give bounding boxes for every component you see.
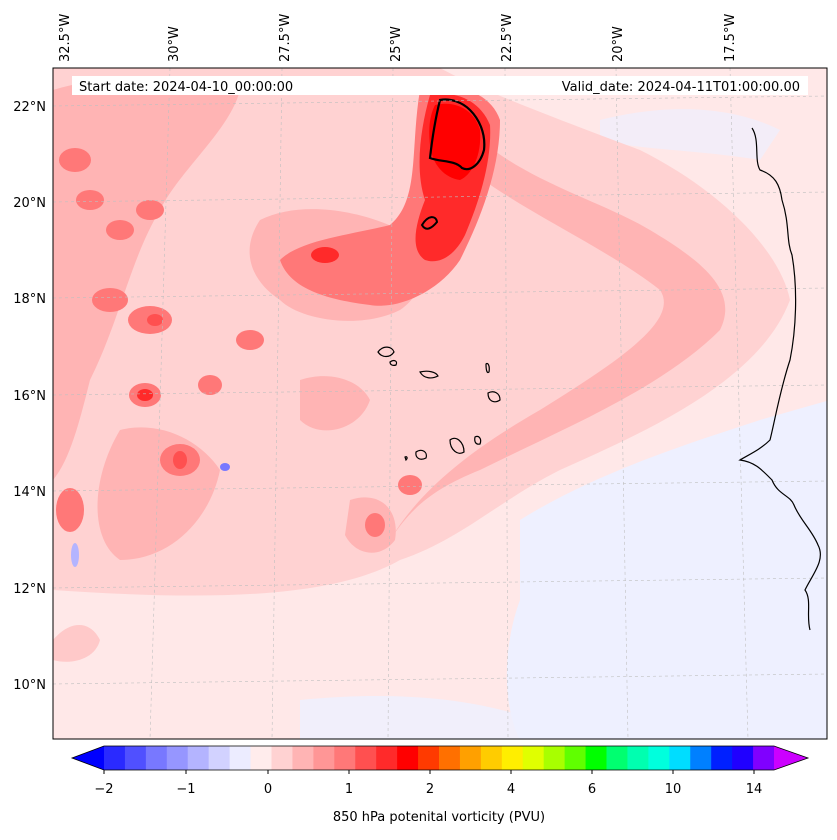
lon-label: 22.5°W <box>500 14 515 62</box>
colorbar-segment <box>313 746 335 770</box>
colorbar-segment <box>187 746 210 770</box>
negative-pv-spot-west <box>71 543 79 567</box>
colorbar-segment <box>480 746 503 770</box>
colorbar-segment <box>648 746 670 770</box>
lon-label: 27.5°W <box>278 14 293 62</box>
colorbar-segment <box>376 746 398 770</box>
colorbar-segment <box>166 746 189 770</box>
colorbar-segment <box>334 746 356 770</box>
map-frame <box>52 67 828 740</box>
start-date-label: Start date: 2024-04-10_00:00:00 <box>79 80 293 95</box>
colorbar-segment <box>459 746 482 770</box>
map-panel[interactable] <box>53 68 830 740</box>
latitude-labels: 22°N 20°N 18°N 16°N 14°N 12°N 10°N <box>13 100 46 693</box>
colorbar-segment <box>669 746 691 770</box>
gridlines <box>53 68 827 739</box>
colorbar-segment <box>397 746 419 770</box>
cape-verde-islands <box>377 346 501 462</box>
colorbar-tick-label: 6 <box>588 782 596 797</box>
colorbar-segment <box>522 746 545 770</box>
lat-label: 22°N <box>13 100 46 115</box>
colorbar-segment <box>543 746 566 770</box>
date-banner <box>72 76 808 95</box>
valid-date-label: Valid_date: 2024-04-11T01:00:00.00 <box>562 80 800 95</box>
lat-label: 10°N <box>13 678 46 693</box>
colorbar-tick-label: −1 <box>176 782 195 797</box>
negative-pv-spot <box>220 463 230 471</box>
longitude-labels: 32.5°W 30°W 27.5°W 25°W 22.5°W 20°W 17.5… <box>58 14 738 62</box>
colorbar-segment <box>418 746 440 770</box>
colorbar-segment <box>104 746 126 770</box>
lon-label: 25°W <box>389 26 404 62</box>
colorbar-segment <box>711 746 733 770</box>
colorbar-segment <box>564 746 587 770</box>
lat-label: 12°N <box>13 582 46 597</box>
colorbar <box>70 745 810 774</box>
colorbar-extend-min <box>72 746 104 770</box>
colorbar-segment <box>690 746 712 770</box>
colorbar-segment <box>250 746 272 770</box>
colorbar-segment <box>585 746 607 770</box>
colorbar-tick-label: 4 <box>507 782 515 797</box>
colorbar-tick-label: 0 <box>264 782 272 797</box>
lon-label: 20°W <box>611 26 626 62</box>
colorbar-segment <box>271 746 293 770</box>
colorbar-tick-label: −2 <box>94 782 113 797</box>
pv-level-light <box>53 68 790 596</box>
colorbar-segment <box>292 746 314 770</box>
lon-label: 17.5°W <box>723 14 738 62</box>
lat-label: 14°N <box>13 485 46 500</box>
colorbar-tick-label: 14 <box>746 782 763 797</box>
pv-contour <box>428 98 486 171</box>
colorbar-tick-label: 10 <box>665 782 682 797</box>
colorbar-segment <box>627 746 649 770</box>
african-coastline <box>738 127 821 631</box>
colorbar-segment <box>439 746 461 770</box>
colorbar-tick-label: 2 <box>426 782 434 797</box>
colorbar-segment <box>501 746 524 770</box>
lon-label: 30°W <box>167 26 182 62</box>
colorbar-extend-max <box>774 746 808 770</box>
lat-label: 20°N <box>13 196 46 211</box>
lat-label: 18°N <box>13 292 46 307</box>
pv-contour-small <box>420 216 439 230</box>
colorbar-segment <box>355 746 377 770</box>
colorbar-tick-label: 1 <box>345 782 353 797</box>
colorbar-segment <box>145 746 168 770</box>
colorbar-segment <box>753 746 775 770</box>
colorbar-segment <box>606 746 628 770</box>
colorbar-segment <box>229 746 252 770</box>
colorbar-segment <box>208 746 231 770</box>
colorbar-ticks: −2 −1 0 1 2 4 6 10 14 <box>94 782 762 797</box>
negative-pv-regions <box>300 109 827 739</box>
colorbar-segment <box>124 746 147 770</box>
lon-label: 32.5°W <box>58 14 73 62</box>
colorbar-label: 850 hPa potenital vorticity (PVU) <box>333 810 545 825</box>
lat-label: 16°N <box>13 389 46 404</box>
colorbar-segment <box>732 746 754 770</box>
